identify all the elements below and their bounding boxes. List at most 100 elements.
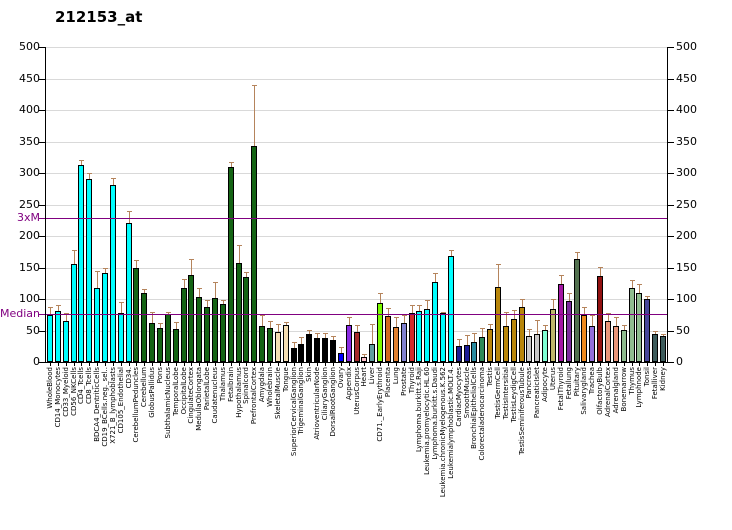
x-label-Leukemia.chronicMyelogenous.K.562: Leukemia.chronicMyelogenous.K.562 [438, 367, 447, 498]
y-tick-right [668, 141, 674, 143]
x-label-Thalamus: Thalamus [218, 367, 227, 402]
bar-Kidney [660, 335, 667, 362]
error-bar [623, 325, 625, 330]
x-tick [592, 363, 594, 366]
error-bar-cap [653, 330, 659, 332]
bar-Ovary [337, 352, 344, 362]
error-bar [497, 263, 499, 288]
error-bar [380, 292, 382, 303]
x-tick [380, 363, 382, 366]
y-tick-left [39, 141, 45, 143]
error-bar [120, 302, 122, 313]
x-tick [545, 363, 547, 366]
x-tick [584, 363, 586, 366]
error-bar-cap [95, 270, 101, 272]
x-tick [285, 363, 287, 366]
error-bar-cap [629, 280, 635, 282]
bar-WholeBlood [46, 314, 53, 362]
x-tick [372, 363, 374, 366]
reference-label-3xM: 3xM [17, 210, 40, 224]
gridline [46, 47, 667, 48]
bar-Tongue [282, 324, 289, 362]
x-tick [537, 363, 539, 366]
error-bar [584, 307, 586, 315]
bar-Fetallung [565, 300, 572, 362]
bar-CD19_BCells.neg._sel.. [101, 273, 108, 362]
x-label-Fetalliver: Fetalliver [651, 367, 660, 400]
error-bar [568, 293, 570, 301]
error-bar [128, 210, 130, 223]
error-bar-cap [157, 322, 163, 324]
x-tick [600, 363, 602, 366]
error-bar [230, 161, 232, 167]
error-bar [647, 296, 649, 299]
bar-Fetalliver [652, 334, 659, 362]
x-label-Adrenalgland: Adrenalgland [611, 367, 620, 414]
error-bar [89, 173, 91, 180]
x-tick [623, 363, 625, 366]
y-tick-right [668, 330, 674, 332]
error-bar-cap [566, 293, 572, 295]
x-label-X721_B_lymphoblasts: X721_B_lymphoblasts [108, 367, 117, 444]
x-tick [97, 363, 99, 366]
error-bar [364, 354, 366, 357]
x-tick [325, 363, 327, 366]
error-bar-cap [71, 249, 77, 251]
error-bar [348, 317, 350, 325]
x-tick [230, 363, 232, 366]
error-bar [112, 178, 114, 185]
x-tick [270, 363, 272, 366]
y-tick-label-right: 300 [676, 166, 697, 179]
bar-Hypothalamus [235, 263, 242, 362]
bar-CD14_Monocytes [54, 310, 61, 362]
error-bar [608, 313, 610, 322]
error-bar [199, 288, 201, 298]
y-tick-label-left: 0 [33, 355, 40, 368]
error-bar-cap [228, 161, 234, 163]
y-tick-label-right: 250 [676, 197, 697, 211]
x-tick [65, 363, 67, 366]
bar-Caudatenucleus [212, 298, 218, 362]
error-bar-cap [268, 321, 274, 323]
bar-CD71._EarlyErythroid [377, 302, 384, 362]
error-bar-cap [55, 305, 61, 307]
bar-Leukemia.promyelocytic.HL.60 [424, 309, 431, 362]
x-label-WholeBlood: WholeBlood [45, 367, 54, 409]
bar-OccipitalLobe [180, 288, 187, 362]
x-label-TestisIntersitial: TestisIntersitial [501, 367, 510, 420]
x-tick [639, 363, 641, 366]
x-tick [395, 363, 397, 366]
x-tick [81, 363, 83, 366]
error-bar-cap [315, 333, 321, 335]
y-tick-right [668, 362, 674, 363]
reference-tick-Median [39, 314, 45, 316]
bar-Heart [361, 356, 368, 362]
error-bar-cap [181, 279, 187, 281]
error-bar [57, 305, 59, 311]
bar-AtrioventricularNode [314, 338, 321, 362]
x-tick [513, 363, 515, 366]
x-axis [45, 362, 668, 363]
x-tick [207, 363, 209, 366]
x-tick [332, 363, 334, 366]
x-tick [521, 363, 523, 366]
x-tick [73, 363, 75, 366]
error-bar [262, 314, 264, 327]
y-tick-left [39, 204, 45, 206]
y-tick-right [668, 173, 674, 174]
error-bar-cap [220, 299, 226, 301]
x-tick [340, 363, 342, 366]
x-tick [419, 363, 421, 366]
x-label-Fetalbrain: Fetalbrain [226, 367, 235, 402]
error-bar-cap [63, 312, 69, 314]
bar-Bonemarrow [620, 329, 627, 362]
error-bar [49, 307, 51, 315]
error-bar-cap [165, 312, 171, 314]
y-tick-right [668, 110, 674, 111]
bar-Placenta [384, 316, 391, 362]
bar-TestisGermCell [494, 287, 501, 362]
x-label-Appendix: Appendix [344, 367, 353, 400]
x-tick [222, 363, 224, 366]
error-bar-cap [205, 300, 211, 302]
